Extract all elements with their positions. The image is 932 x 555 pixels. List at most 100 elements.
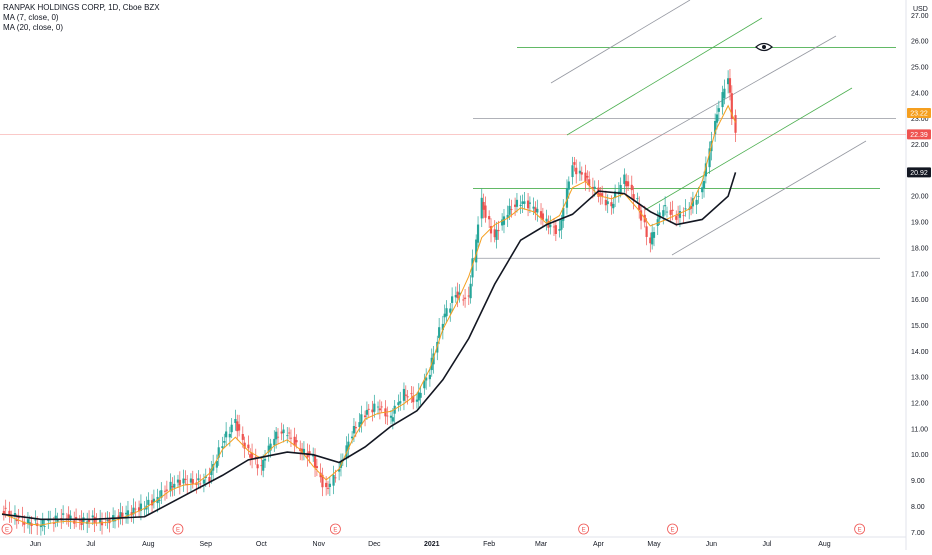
candle-body[interactable] xyxy=(704,163,707,177)
candle-body[interactable] xyxy=(354,426,357,429)
candle-body[interactable] xyxy=(419,392,422,398)
candle-body[interactable] xyxy=(100,521,104,526)
candle-body[interactable] xyxy=(371,409,374,413)
candle-body[interactable] xyxy=(217,447,220,458)
candle-body[interactable] xyxy=(451,296,454,303)
candle-body[interactable] xyxy=(249,454,252,458)
candle-body[interactable] xyxy=(62,513,65,515)
candle-body[interactable] xyxy=(552,226,556,228)
candle-body[interactable] xyxy=(415,399,419,402)
candle-body[interactable] xyxy=(315,466,318,469)
candle-body[interactable] xyxy=(125,512,128,515)
candle-body[interactable] xyxy=(717,108,720,112)
candle-body[interactable] xyxy=(417,392,420,401)
candle-body[interactable] xyxy=(391,417,394,422)
candle-body[interactable] xyxy=(604,199,607,206)
candle-body[interactable] xyxy=(288,432,291,434)
candle-body[interactable] xyxy=(523,201,526,204)
candle-body[interactable] xyxy=(532,206,535,209)
channel-line[interactable] xyxy=(550,0,691,84)
candle-body[interactable] xyxy=(376,406,380,408)
candle-body[interactable] xyxy=(586,175,589,178)
candle-body[interactable] xyxy=(358,422,361,428)
candle-body[interactable] xyxy=(412,395,415,403)
candle-body[interactable] xyxy=(652,232,656,238)
candle-body[interactable] xyxy=(675,216,678,220)
candle-body[interactable] xyxy=(519,204,522,207)
candle-body[interactable] xyxy=(482,201,485,210)
candle-body[interactable] xyxy=(639,210,643,221)
candle-body[interactable] xyxy=(332,474,335,486)
ma20-legend[interactable]: MA (20, close, 0) xyxy=(3,23,64,32)
candle-body[interactable] xyxy=(606,201,609,205)
candle-body[interactable] xyxy=(215,460,218,468)
ma7-line[interactable] xyxy=(1,104,736,526)
price-badge[interactable] xyxy=(907,129,931,140)
candle-body[interactable] xyxy=(467,295,470,297)
candle-body[interactable] xyxy=(554,225,557,235)
candle-body[interactable] xyxy=(210,468,213,476)
candle-body[interactable] xyxy=(701,187,704,193)
candle-body[interactable] xyxy=(347,441,350,450)
candle-body[interactable] xyxy=(714,121,717,135)
candle-body[interactable] xyxy=(386,415,389,417)
candle-body[interactable] xyxy=(404,394,407,396)
candle-body[interactable] xyxy=(39,525,42,528)
candle-body[interactable] xyxy=(678,210,682,218)
candle-body[interactable] xyxy=(171,486,174,488)
candle-body[interactable] xyxy=(223,441,226,443)
candle-body[interactable] xyxy=(476,224,480,243)
price-badge[interactable] xyxy=(907,167,931,178)
candle-body[interactable] xyxy=(47,520,50,521)
candle-body[interactable] xyxy=(326,487,330,489)
candle-body[interactable] xyxy=(588,179,591,186)
candle-body[interactable] xyxy=(636,198,639,200)
candle-body[interactable] xyxy=(649,237,652,244)
candle-body[interactable] xyxy=(225,431,228,438)
earnings-marker[interactable] xyxy=(1,523,13,535)
candle-body[interactable] xyxy=(562,207,565,221)
candle-body[interactable] xyxy=(313,454,317,468)
candle-body[interactable] xyxy=(721,92,724,108)
candle-body[interactable] xyxy=(536,208,539,213)
candle-body[interactable] xyxy=(513,204,517,207)
candle-body[interactable] xyxy=(321,474,324,488)
candle-body[interactable] xyxy=(13,513,17,516)
earnings-marker[interactable] xyxy=(578,523,590,535)
candle-body[interactable] xyxy=(623,174,626,184)
candle-body[interactable] xyxy=(671,209,674,211)
candle-body[interactable] xyxy=(43,526,46,527)
candle-body[interactable] xyxy=(247,444,250,449)
candle-body[interactable] xyxy=(204,476,207,478)
candle-body[interactable] xyxy=(143,508,146,510)
candle-body[interactable] xyxy=(425,377,428,381)
candle-body[interactable] xyxy=(87,519,91,522)
candle-body[interactable] xyxy=(182,478,185,484)
price-badge[interactable] xyxy=(907,107,931,118)
candle-body[interactable] xyxy=(202,479,206,484)
candle-body[interactable] xyxy=(730,93,733,119)
candle-body[interactable] xyxy=(230,424,233,433)
candle-body[interactable] xyxy=(286,435,289,437)
candle-body[interactable] xyxy=(528,202,532,204)
candle-body[interactable] xyxy=(651,232,654,245)
candle-body[interactable] xyxy=(263,458,267,461)
candle-body[interactable] xyxy=(445,308,448,317)
candle-body[interactable] xyxy=(506,214,509,218)
candle-body[interactable] xyxy=(734,115,737,133)
candle-body[interactable] xyxy=(173,483,176,488)
candle-body[interactable] xyxy=(545,218,548,222)
candle-body[interactable] xyxy=(723,88,726,99)
candle-body[interactable] xyxy=(163,490,167,492)
candle-body[interactable] xyxy=(515,199,519,207)
candle-body[interactable] xyxy=(254,456,257,459)
candle-body[interactable] xyxy=(567,181,570,190)
candle-body[interactable] xyxy=(328,483,331,488)
candle-body[interactable] xyxy=(399,401,402,404)
candle-body[interactable] xyxy=(493,229,496,238)
candle-body[interactable] xyxy=(715,114,719,123)
candle-body[interactable] xyxy=(380,406,383,408)
candle-body[interactable] xyxy=(593,186,596,189)
candle-body[interactable] xyxy=(619,184,622,193)
candle-body[interactable] xyxy=(497,230,500,232)
